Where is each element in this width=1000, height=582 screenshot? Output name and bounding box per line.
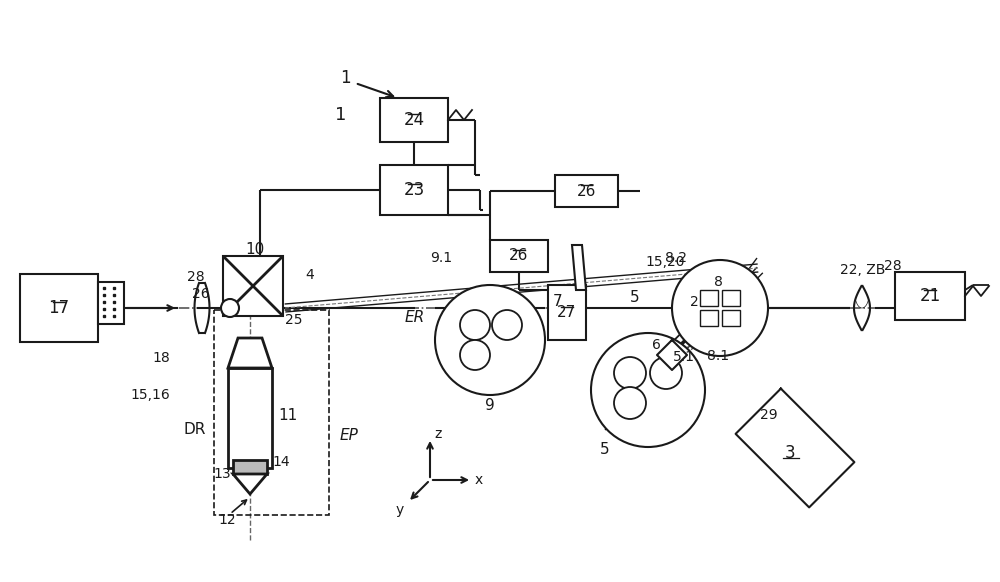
Text: 2: 2 (690, 295, 699, 309)
Bar (548, 285, 586, 340)
Polygon shape (228, 338, 272, 368)
Text: 4: 4 (305, 268, 314, 282)
Text: 17: 17 (48, 299, 70, 317)
Circle shape (221, 299, 239, 317)
Bar (700, 290, 718, 306)
Bar (722, 310, 740, 326)
Circle shape (591, 333, 705, 447)
Bar (380, 98, 448, 142)
Text: ER: ER (405, 311, 425, 325)
Text: 15,16: 15,16 (130, 388, 170, 402)
Text: 29: 29 (760, 408, 778, 422)
Text: 5: 5 (630, 290, 640, 306)
Text: 8.1: 8.1 (707, 349, 729, 363)
Text: 22, ZB: 22, ZB (840, 263, 885, 277)
Bar (223, 256, 283, 316)
Bar (380, 165, 448, 215)
Circle shape (435, 285, 545, 395)
Text: 13: 13 (213, 467, 231, 481)
Text: 14: 14 (272, 455, 290, 469)
Circle shape (614, 387, 646, 419)
Polygon shape (657, 340, 687, 370)
Polygon shape (572, 245, 586, 290)
Text: x: x (475, 473, 483, 487)
Text: z: z (434, 427, 441, 441)
Bar (700, 310, 718, 326)
Text: 7: 7 (553, 294, 563, 310)
Text: 21: 21 (919, 287, 941, 305)
Text: 1: 1 (335, 106, 346, 124)
Text: 8.2: 8.2 (665, 251, 687, 265)
Text: 12: 12 (218, 513, 236, 527)
Bar (20, 274, 98, 342)
Bar (490, 240, 548, 272)
Text: 9: 9 (485, 398, 495, 413)
Bar (214, 310, 329, 515)
Circle shape (460, 310, 490, 340)
Circle shape (650, 357, 682, 389)
Text: 26: 26 (192, 287, 210, 301)
Text: 25: 25 (285, 313, 302, 327)
Bar (228, 368, 272, 468)
Bar (98, 282, 124, 324)
Bar (722, 290, 740, 306)
Text: 28: 28 (187, 270, 205, 284)
Bar (895, 272, 965, 320)
Circle shape (460, 340, 490, 370)
Text: 26: 26 (509, 249, 529, 264)
Circle shape (672, 260, 768, 356)
Circle shape (614, 357, 646, 389)
Circle shape (492, 310, 522, 340)
Text: y: y (396, 503, 404, 517)
Text: 1: 1 (340, 69, 351, 87)
Polygon shape (233, 474, 267, 494)
Text: 18: 18 (152, 351, 170, 365)
Polygon shape (736, 389, 854, 508)
Text: 8: 8 (714, 275, 722, 289)
Text: DR: DR (184, 423, 206, 438)
Text: 15,20: 15,20 (645, 255, 684, 269)
Text: 23: 23 (403, 181, 425, 199)
Text: EP: EP (340, 428, 359, 442)
Text: 6: 6 (652, 338, 661, 352)
Text: 26: 26 (577, 183, 596, 198)
Text: 10: 10 (245, 243, 265, 257)
Bar (555, 175, 618, 207)
Text: 28: 28 (884, 259, 902, 273)
Text: 5: 5 (600, 442, 610, 457)
Text: 11: 11 (278, 407, 297, 423)
Text: 27: 27 (557, 305, 577, 320)
Bar (233, 460, 267, 474)
Text: 3: 3 (785, 444, 795, 462)
Text: 24: 24 (403, 111, 425, 129)
Text: 9.1: 9.1 (430, 251, 452, 265)
Text: 5.1: 5.1 (673, 350, 695, 364)
